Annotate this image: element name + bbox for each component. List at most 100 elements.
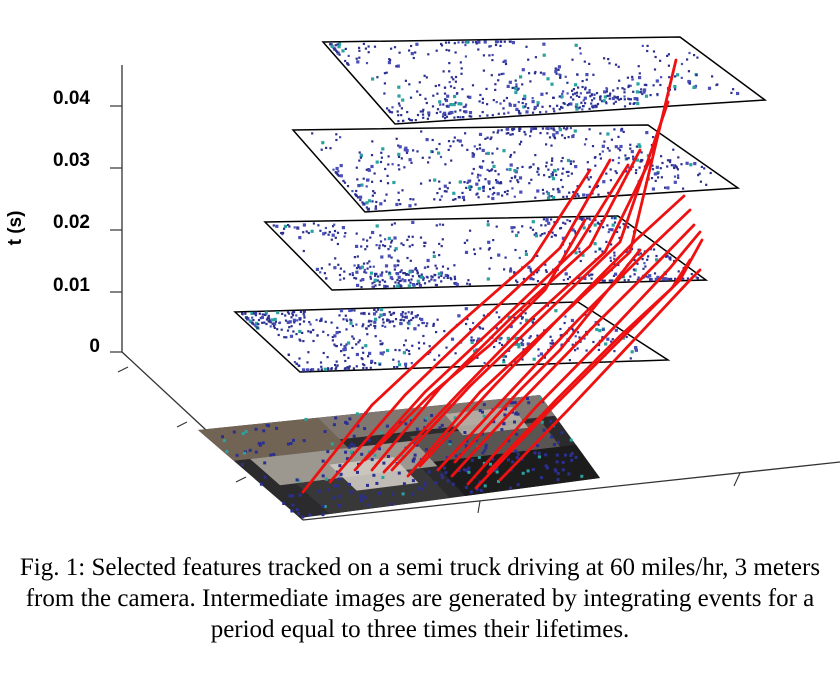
- base-event-dot: [527, 401, 531, 405]
- event-dot: [567, 103, 571, 106]
- event-dot: [642, 267, 645, 270]
- base-event-dot: [464, 485, 468, 489]
- event-dot: [567, 174, 570, 177]
- base-event-dot: [470, 458, 474, 462]
- figure-caption: Fig. 1: Selected features tracked on a s…: [19, 554, 821, 643]
- event-dot: [617, 65, 620, 68]
- base-event-dot: [545, 466, 549, 470]
- base-event-dot: [317, 489, 321, 493]
- event-dot: [273, 317, 277, 321]
- event-dot: [540, 92, 544, 96]
- event-dot: [393, 366, 396, 369]
- event-dot: [254, 324, 257, 327]
- base-event-dot: [465, 469, 469, 473]
- event-dot: [509, 324, 513, 329]
- event-dot: [372, 312, 377, 316]
- event-dot: [352, 367, 355, 370]
- event-dot: [449, 276, 452, 280]
- event-dot: [430, 278, 433, 281]
- base-event-dot: [290, 509, 294, 513]
- event-dot: [580, 218, 584, 221]
- event-dot: [533, 105, 537, 110]
- event-dot: [572, 98, 575, 101]
- event-dot: [592, 340, 595, 344]
- event-dot: [541, 127, 544, 130]
- event-dot: [384, 167, 387, 171]
- base-event-dot: [539, 396, 542, 400]
- event-dot: [625, 170, 628, 173]
- event-dot: [397, 85, 401, 89]
- event-dot: [546, 126, 550, 131]
- event-dot: [381, 324, 384, 327]
- event-dot: [293, 321, 296, 324]
- event-dot: [486, 168, 489, 171]
- base-event-dot: [408, 416, 412, 420]
- event-dot: [346, 341, 351, 345]
- event-dot: [338, 314, 341, 317]
- event-dot: [646, 44, 649, 47]
- event-dot: [343, 345, 347, 349]
- event-dot: [646, 49, 649, 53]
- event-dot: [656, 93, 659, 96]
- event-dot: [357, 264, 360, 267]
- event-dot: [365, 62, 369, 65]
- event-dot: [536, 170, 539, 173]
- event-dot: [529, 165, 532, 168]
- event-dot: [557, 68, 560, 71]
- event-dot: [439, 198, 442, 201]
- event-dot: [400, 157, 403, 160]
- event-dot: [568, 276, 571, 279]
- event-dot: [632, 158, 635, 161]
- event-dot: [487, 180, 491, 184]
- base-event-dot: [417, 486, 421, 490]
- base-event-dot: [321, 474, 325, 478]
- event-dot: [603, 95, 607, 99]
- event-dot: [438, 187, 441, 190]
- event-dot: [576, 185, 579, 188]
- event-dot: [459, 61, 462, 64]
- event-dot: [418, 81, 421, 84]
- event-dot: [398, 279, 401, 283]
- event-dot: [584, 86, 587, 89]
- event-dot: [433, 273, 436, 276]
- event-dot: [552, 107, 555, 110]
- event-dot: [585, 138, 588, 141]
- base-event-dot: [531, 468, 535, 471]
- event-dot: [394, 318, 398, 321]
- event-dot: [566, 104, 569, 107]
- event-dot: [261, 321, 264, 324]
- event-dot: [552, 96, 555, 99]
- event-dot: [387, 109, 390, 112]
- base-event-dot: [478, 409, 482, 413]
- base-event-dot: [402, 482, 406, 486]
- event-dot: [677, 270, 680, 273]
- event-dot: [696, 56, 699, 59]
- event-dot: [572, 88, 575, 91]
- event-dot: [695, 74, 698, 77]
- event-dot: [529, 130, 533, 133]
- event-dot: [633, 268, 637, 272]
- event-dot: [398, 168, 401, 171]
- event-dot: [651, 187, 655, 191]
- base-event-dot: [225, 450, 229, 453]
- event-dot: [479, 93, 482, 97]
- event-dot: [613, 350, 616, 353]
- event-dot: [589, 218, 592, 221]
- event-dot: [642, 90, 646, 94]
- event-dot: [415, 42, 419, 46]
- event-dot: [360, 245, 363, 248]
- event-dot: [627, 279, 630, 282]
- event-dot: [623, 95, 626, 98]
- event-dot: [363, 364, 366, 367]
- event-dot: [416, 90, 419, 93]
- event-dot: [634, 348, 638, 352]
- event-dot: [486, 114, 489, 117]
- event-dot: [367, 199, 372, 203]
- event-dot: [337, 170, 340, 173]
- event-dot: [513, 169, 517, 173]
- event-dot: [405, 273, 408, 276]
- event-dot: [519, 112, 522, 115]
- event-dot: [529, 80, 532, 83]
- event-dot: [290, 316, 293, 319]
- event-dot: [295, 314, 298, 317]
